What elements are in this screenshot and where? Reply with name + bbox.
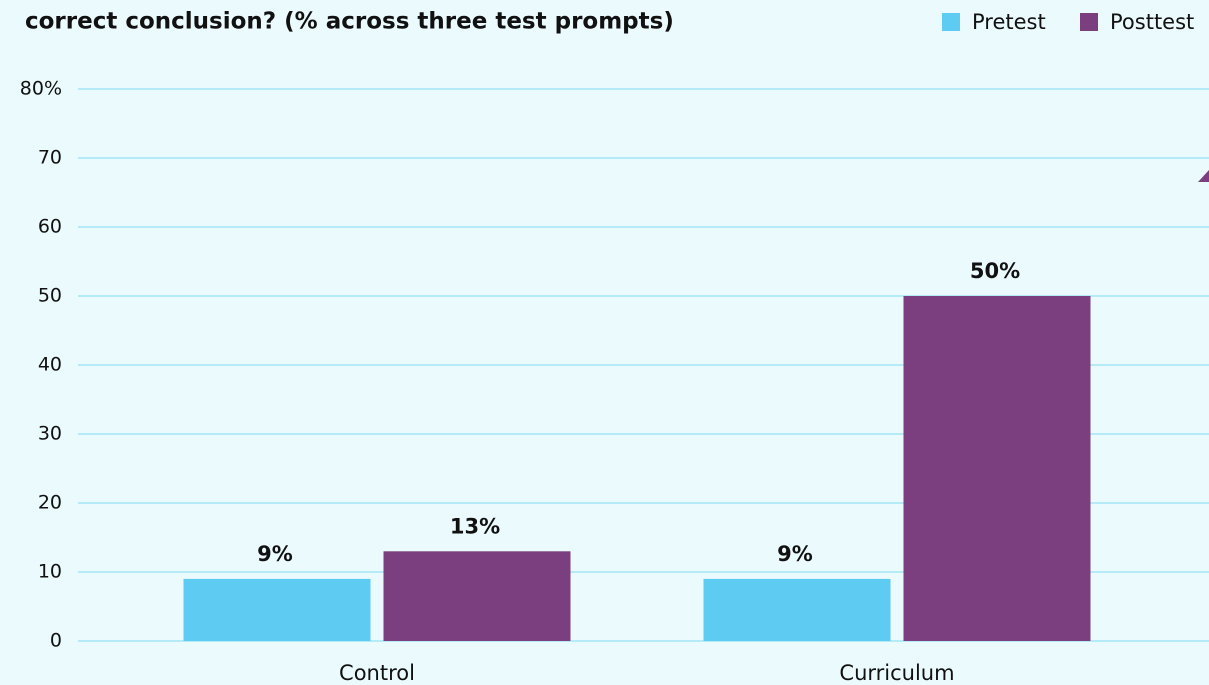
legend-swatch <box>942 13 960 31</box>
value-label: 13% <box>450 514 500 538</box>
y-tick-label: 50 <box>38 285 62 307</box>
bar <box>383 551 571 641</box>
x-tick-label: Curriculum <box>839 661 954 685</box>
value-label: 9% <box>257 542 293 566</box>
bar <box>703 578 891 641</box>
y-tick-label: 60 <box>38 216 62 238</box>
y-tick-label: 20 <box>38 492 62 514</box>
chart-title: correct conclusion? (% across three test… <box>25 9 674 35</box>
y-tick-label: 0 <box>50 630 62 652</box>
y-tick-label: 30 <box>38 423 62 445</box>
x-tick-label: Control <box>339 661 415 685</box>
bar <box>903 296 1091 641</box>
y-tick-label: 40 <box>38 354 62 376</box>
value-label: 50% <box>970 259 1020 283</box>
decoration <box>1198 170 1209 182</box>
y-tick-label: 70 <box>38 147 62 169</box>
y-tick-label: 10 <box>38 561 62 583</box>
y-tick-label: 80% <box>20 78 62 100</box>
legend-label: Pretest <box>972 10 1046 34</box>
legend-swatch <box>1080 13 1098 31</box>
value-label: 9% <box>777 542 813 566</box>
bar <box>183 578 371 641</box>
legend-label: Posttest <box>1110 10 1194 34</box>
